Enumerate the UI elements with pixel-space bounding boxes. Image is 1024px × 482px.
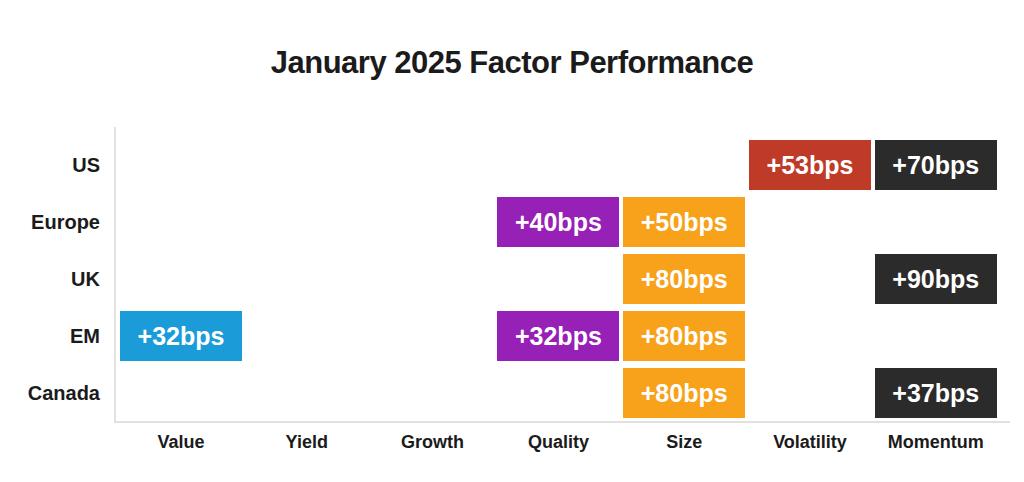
- factor-cell-em-quality: +32bps: [497, 311, 619, 361]
- y-axis-line: [114, 127, 116, 423]
- factor-cell-em-value: +32bps: [120, 311, 242, 361]
- factor-cell-uk-momentum: +90bps: [875, 254, 997, 304]
- factor-cell-us-volatility: +53bps: [749, 140, 871, 190]
- row-label-em: EM: [0, 325, 100, 348]
- factor-cell-us-momentum: +70bps: [875, 140, 997, 190]
- factor-cell-canada-size: +80bps: [623, 368, 745, 418]
- factor-cell-europe-quality: +40bps: [497, 197, 619, 247]
- row-label-us: US: [0, 154, 100, 177]
- col-label-growth: Growth: [401, 432, 464, 453]
- col-label-yield: Yield: [286, 432, 328, 453]
- col-label-volatility: Volatility: [773, 432, 847, 453]
- chart-title: January 2025 Factor Performance: [0, 45, 1024, 81]
- row-label-europe: Europe: [0, 211, 100, 234]
- col-label-size: Size: [666, 432, 702, 453]
- factor-cell-em-size: +80bps: [623, 311, 745, 361]
- col-label-value: Value: [157, 432, 204, 453]
- factor-cell-uk-size: +80bps: [623, 254, 745, 304]
- factor-cell-europe-size: +50bps: [623, 197, 745, 247]
- factor-cell-canada-momentum: +37bps: [875, 368, 997, 418]
- row-label-canada: Canada: [0, 382, 100, 405]
- row-label-uk: UK: [0, 268, 100, 291]
- factor-performance-chart: January 2025 Factor Performance US Europe…: [0, 0, 1024, 482]
- col-label-momentum: Momentum: [888, 432, 984, 453]
- x-axis-line: [114, 421, 1010, 423]
- col-label-quality: Quality: [528, 432, 589, 453]
